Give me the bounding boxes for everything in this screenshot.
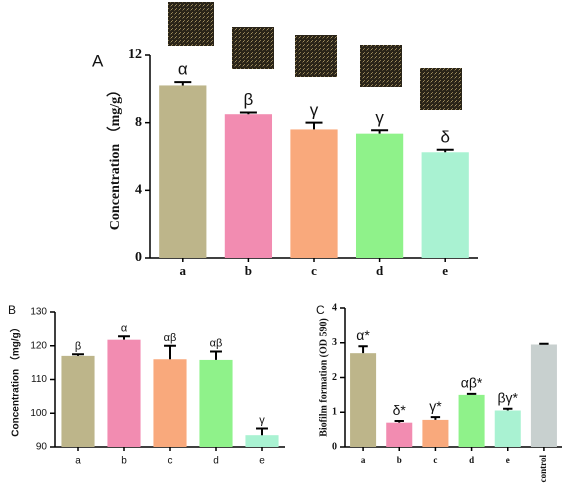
y-tick-label: 130 (30, 307, 47, 318)
y-tick-label: 100 (30, 408, 47, 419)
significance-label: γ (259, 415, 265, 427)
significance-label: α (178, 60, 188, 79)
y-tick-label: 0 (135, 250, 142, 265)
y-axis-label: Concentration （mg/g） (107, 83, 123, 230)
panel-label: C (316, 303, 325, 317)
bar (245, 435, 279, 447)
x-tick-label: c (311, 263, 317, 278)
x-tick-label: b (121, 456, 127, 467)
bar (350, 353, 377, 447)
error-bar (539, 342, 549, 345)
panel-label: B (8, 303, 16, 317)
significance-label: γ (310, 100, 319, 119)
error-bar (371, 129, 389, 134)
x-tick-label: control (538, 455, 548, 483)
x-tick-label: d (213, 456, 219, 467)
error-bar (503, 407, 513, 411)
error-bar (239, 111, 257, 115)
error-bar (210, 350, 222, 360)
bar (422, 419, 449, 447)
error-bar (174, 81, 192, 86)
panel-label: A (92, 51, 104, 70)
bar (421, 152, 469, 258)
x-tick-label: b (245, 263, 252, 278)
significance-label: δ (440, 127, 449, 146)
x-tick-label: e (442, 263, 448, 278)
significance-label: β (244, 90, 254, 109)
significance-label: αβ (210, 338, 223, 350)
significance-label: αβ* (461, 375, 483, 391)
y-tick-label: 110 (31, 374, 47, 385)
significance-label: α (121, 323, 128, 335)
significance-label: γ* (429, 398, 442, 414)
x-tick-label: e (259, 456, 265, 467)
y-tick-label: 3 (332, 337, 337, 348)
bar (530, 344, 557, 447)
x-tick-label: a (180, 263, 187, 278)
error-bar (466, 392, 477, 395)
sample-images (168, 2, 462, 110)
y-tick-label: 8 (135, 115, 142, 130)
y-tick-label: 90 (36, 442, 48, 453)
y-tick-label: 1 (332, 407, 337, 418)
bar (107, 339, 141, 447)
x-tick-label: c (433, 455, 437, 465)
y-axis-label: Concentration （mg/g） (9, 322, 22, 436)
sample-image (360, 45, 402, 87)
significance-label: α* (356, 327, 370, 343)
significance-label: β (75, 340, 81, 352)
error-bar (430, 416, 441, 420)
y-tick-label: 120 (30, 340, 47, 351)
x-tick-label: a (75, 456, 81, 467)
y-tick-label: 4 (332, 302, 337, 313)
error-bar (394, 419, 404, 423)
error-bar (436, 148, 454, 153)
bar (159, 85, 207, 258)
bar (199, 359, 233, 447)
significance-label: βγ* (497, 390, 518, 406)
y-tick-label: 2 (332, 372, 337, 383)
significance-label: γ (375, 108, 384, 127)
x-tick-label: d (469, 455, 474, 465)
bar (386, 422, 413, 447)
x-tick-label: d (376, 263, 384, 278)
bar (290, 129, 338, 258)
y-tick-label: 12 (128, 47, 142, 62)
y-axis-label: Biofilm formation (OD 590) (318, 318, 329, 437)
error-bar (72, 353, 84, 356)
error-bar (118, 335, 130, 340)
error-bar (256, 427, 268, 436)
bar (458, 394, 485, 447)
significance-label: δ* (393, 402, 407, 418)
sample-image (295, 35, 337, 77)
x-tick-label: a (361, 455, 366, 465)
bar (355, 133, 404, 258)
x-tick-label: c (168, 456, 173, 467)
sample-image (168, 2, 214, 46)
bar (61, 355, 95, 447)
x-tick-label: b (397, 455, 402, 465)
y-tick-label: 4 (135, 183, 142, 198)
error-bar (164, 344, 176, 360)
bar (224, 114, 273, 258)
sample-image (232, 27, 274, 69)
sample-image (420, 68, 462, 110)
bar (153, 359, 187, 447)
bar (494, 410, 521, 447)
error-bar (305, 121, 323, 130)
y-tick-label: 0 (332, 441, 337, 452)
significance-label: αβ (164, 332, 177, 344)
x-tick-label: e (506, 455, 510, 465)
error-bar (358, 345, 368, 354)
